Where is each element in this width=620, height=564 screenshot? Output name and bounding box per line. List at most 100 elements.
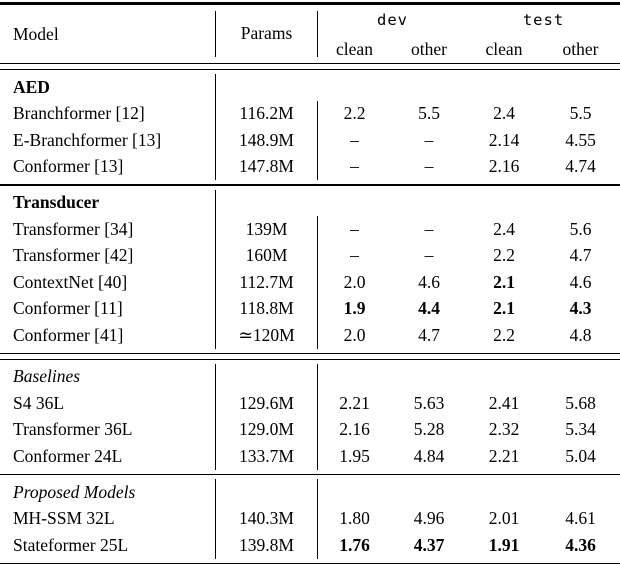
wer-dev-other: 4.96 xyxy=(413,508,445,529)
model-name-cell: Transformer 36L xyxy=(13,419,133,440)
params-cell: 118.8M xyxy=(215,295,318,322)
params-cell: 147.8M xyxy=(215,153,318,180)
wer-dev-clean: – xyxy=(350,245,359,266)
wer-test-other: 4.6 xyxy=(569,271,592,292)
wer-test-clean: 2.32 xyxy=(488,419,520,440)
params-cell: 112.7M xyxy=(215,269,318,296)
wer-test-other: 4.8 xyxy=(569,324,592,345)
table-row: Stateformer 25L 139.8M 1.76 4.37 1.91 4.… xyxy=(0,532,620,559)
params-cell: 116.2M xyxy=(215,100,318,127)
model-name-cell: Stateformer 25L xyxy=(13,534,129,555)
section-label-row: Proposed Models xyxy=(0,479,620,506)
section-label: Transducer xyxy=(13,192,100,213)
header-group-test: test xyxy=(522,11,565,29)
wer-test-other: 5.6 xyxy=(569,218,592,239)
wer-test-other: 5.34 xyxy=(565,419,596,440)
wer-test-other: 4.74 xyxy=(565,156,596,177)
wer-test-clean: 2.4 xyxy=(493,218,515,239)
table-row: Conformer [41] ≃120M 2.0 4.7 2.2 4.8 xyxy=(0,322,620,349)
wer-test-clean: 2.01 xyxy=(488,508,520,529)
wer-dev-other: 5.28 xyxy=(413,419,445,440)
wer-dev-other: – xyxy=(424,129,434,150)
model-name-cell: E-Branchformer [13] xyxy=(13,129,162,150)
table-row: Transformer [42] 160M – – 2.2 4.7 xyxy=(0,242,620,269)
wer-test-clean: 2.2 xyxy=(493,324,515,345)
rule-baselines-end xyxy=(0,473,620,475)
wer-test-clean: 2.16 xyxy=(488,156,520,177)
table-header: Model Params dev test clean other clean … xyxy=(0,5,620,63)
model-name-cell: Transformer [42] xyxy=(13,245,134,266)
params-cell: 133.7M xyxy=(215,443,318,470)
wer-dev-other: – xyxy=(424,245,434,266)
wer-dev-other: 4.84 xyxy=(413,445,445,466)
section-aed: AED Branchformer [12] 116.2M 2.2 5.5 2.4… xyxy=(0,70,620,184)
table-row: Conformer [13] 147.8M – – 2.16 4.74 xyxy=(0,153,620,180)
model-name-cell: MH-SSM 32L xyxy=(13,508,115,529)
section-proposed-models: Proposed Models MH-SSM 32L 140.3M 1.80 4… xyxy=(0,475,620,563)
table-row: Conformer [11] 118.8M 1.9 4.4 2.1 4.3 xyxy=(0,295,620,322)
wer-test-other: 4.55 xyxy=(565,129,596,150)
wer-test-clean: 1.91 xyxy=(488,534,520,555)
wer-dev-clean: 1.95 xyxy=(339,445,370,466)
wer-test-other: 4.7 xyxy=(569,245,592,266)
section-label: Baselines xyxy=(13,366,81,387)
wer-dev-clean: 1.76 xyxy=(339,534,370,555)
params-cell-empty xyxy=(215,363,318,390)
rule-bottom xyxy=(0,562,620,564)
wer-dev-clean: 2.16 xyxy=(339,419,370,440)
params-cell: 139M xyxy=(215,216,318,243)
table-row: Conformer 24L 133.7M 1.95 4.84 2.21 5.04 xyxy=(0,443,620,470)
wer-test-clean: 2.14 xyxy=(488,129,520,150)
wer-dev-other: 4.4 xyxy=(418,298,440,319)
wer-test-clean: 2.1 xyxy=(493,298,515,319)
model-name-cell: Conformer [41] xyxy=(13,324,124,345)
model-name-cell: Transformer [34] xyxy=(13,218,134,239)
params-cell-empty xyxy=(215,479,318,506)
table-row: S4 36L 129.6M 2.21 5.63 2.41 5.68 xyxy=(0,390,620,417)
model-name-cell: ContextNet [40] xyxy=(13,271,128,292)
wer-test-other: 4.3 xyxy=(569,298,592,319)
params-cell: 129.6M xyxy=(215,390,318,417)
section-label-row: Baselines xyxy=(0,363,620,390)
rule-transducer-end-double xyxy=(0,352,620,360)
wer-test-clean: 2.2 xyxy=(493,245,515,266)
section-label: Proposed Models xyxy=(13,481,136,502)
rule-top xyxy=(0,2,620,5)
section-transducer: Transducer Transformer [34] 139M – – 2.4… xyxy=(0,186,620,353)
table-row: MH-SSM 32L 140.3M 1.80 4.96 2.01 4.61 xyxy=(0,505,620,532)
model-name-cell: S4 36L xyxy=(13,392,65,413)
wer-dev-other: 5.5 xyxy=(418,103,440,124)
params-cell: 148.9M xyxy=(215,127,318,154)
header-params: Params xyxy=(215,10,318,58)
wer-dev-clean: 1.80 xyxy=(339,508,370,529)
wer-test-other: 5.5 xyxy=(569,103,592,124)
section-label-row: Transducer xyxy=(0,189,620,216)
wer-test-other: 5.68 xyxy=(565,392,596,413)
table-row: Branchformer [12] 116.2M 2.2 5.5 2.4 5.5 xyxy=(0,100,620,127)
params-cell: 139.8M xyxy=(215,532,318,559)
section-baselines: Baselines S4 36L 129.6M 2.21 5.63 2.41 5… xyxy=(0,360,620,474)
wer-dev-clean: 2.21 xyxy=(339,392,370,413)
wer-dev-other: 4.7 xyxy=(418,324,440,345)
header-model: Model xyxy=(13,23,59,44)
wer-dev-clean: 2.0 xyxy=(343,324,366,345)
wer-test-clean: 2.4 xyxy=(493,103,515,124)
wer-test-clean: 2.1 xyxy=(493,271,515,292)
section-label: AED xyxy=(13,76,50,97)
wer-dev-clean: – xyxy=(350,129,359,150)
wer-dev-clean: – xyxy=(350,156,359,177)
params-cell: ≃120M xyxy=(215,322,318,349)
params-cell: 160M xyxy=(215,242,318,269)
header-test-clean: clean xyxy=(485,38,523,59)
wer-dev-other: 4.37 xyxy=(413,534,445,555)
header-group-dev: dev xyxy=(377,11,408,29)
wer-dev-clean: 2.2 xyxy=(343,103,366,124)
header-dev-other: other xyxy=(411,38,447,59)
params-cell: 129.0M xyxy=(215,416,318,443)
wer-dev-other: – xyxy=(424,218,434,239)
params-cell-empty xyxy=(215,189,318,216)
model-name-cell: Branchformer [12] xyxy=(13,103,145,124)
model-name-cell: Conformer 24L xyxy=(13,445,123,466)
params-cell-empty xyxy=(215,74,318,101)
